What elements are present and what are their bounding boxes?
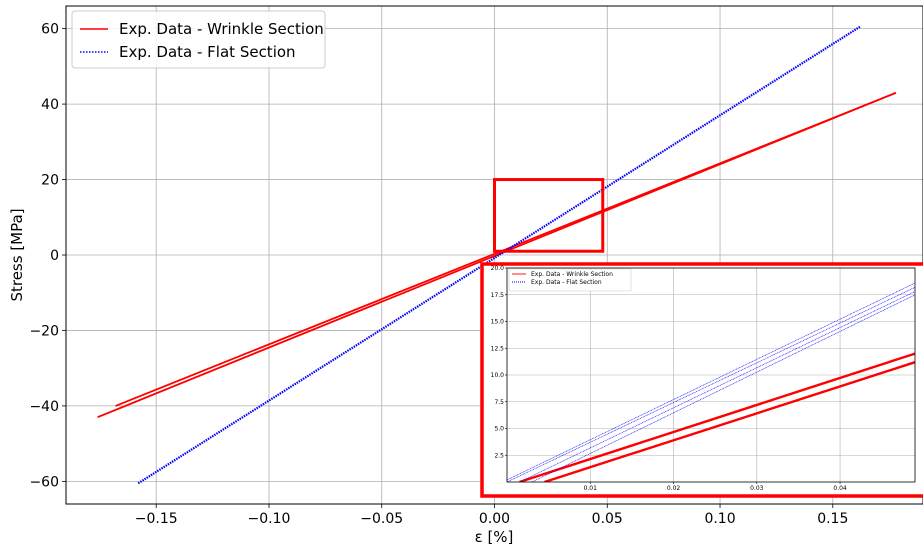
y-tick-label: 0 xyxy=(50,248,59,264)
inset-y-tick-label: 17.5 xyxy=(491,292,505,299)
inset-legend-label: Exp. Data - Wrinkle Section xyxy=(531,271,613,278)
inset-axes-frame xyxy=(506,267,916,483)
legend-label: Exp. Data - Flat Section xyxy=(119,43,296,61)
inset-y-tick-label: 15.0 xyxy=(491,319,505,326)
inset-flat-section-line xyxy=(507,287,915,482)
y-tick-label: −20 xyxy=(29,323,59,339)
legend-label: Exp. Data - Wrinkle Section xyxy=(119,20,324,38)
main-tick-labels: −0.15 −0.10 −0.05 0.00 0.05 0.10 0.15 60 40 20 0 −2… xyxy=(29,22,848,527)
inset-y-tick-label: 10.0 xyxy=(491,372,505,379)
y-tick-label: 20 xyxy=(41,173,59,189)
main-axes-frame xyxy=(65,5,923,505)
y-tick-label: 40 xyxy=(41,97,59,113)
y-tick-label: 60 xyxy=(41,22,59,38)
inset-series xyxy=(507,282,915,482)
inset-legend-label: Exp. Data - Flat Section xyxy=(531,279,602,286)
inset-flat-section-line xyxy=(531,294,915,482)
inset-y-tick-label: 20.0 xyxy=(491,265,505,272)
inset-flat-section-line xyxy=(507,282,915,481)
y-axis-label: Stress [MPa] xyxy=(8,208,26,301)
legend-box xyxy=(71,10,326,69)
inset-x-tick-label: 0.01 xyxy=(584,485,598,492)
inset-y-tick-label: 5.0 xyxy=(494,426,504,433)
inset-zoom-chart: 0.01 0.02 0.03 0.04 2.5 5.0 7.5 10.0 12.5 15.0 17.… xyxy=(480,262,923,498)
inset-frame xyxy=(480,262,923,498)
x-tick-label: 0.00 xyxy=(479,511,510,527)
inset-y-tick-label: 2.5 xyxy=(494,452,504,459)
main-legend: Exp. Data - Wrinkle Section Exp. Data - F… xyxy=(71,10,326,69)
x-axis-label: ε [%] xyxy=(475,528,514,546)
y-tick-label: −60 xyxy=(29,474,59,490)
x-tick-label: 0.10 xyxy=(704,511,735,527)
inset-x-tick-label: 0.04 xyxy=(833,485,847,492)
main-series xyxy=(97,25,897,485)
wrinkle-section-line xyxy=(115,91,897,407)
zoom-region-box xyxy=(493,178,605,253)
y-tick-label: −40 xyxy=(29,399,59,415)
inset-wrinkle-section-line xyxy=(544,361,915,482)
zoom-region-rect xyxy=(493,178,605,253)
x-tick-label: −0.10 xyxy=(248,511,291,527)
main-axes xyxy=(62,5,923,508)
inset-y-tick-label: 12.5 xyxy=(491,345,505,352)
inset-x-tick-label: 0.03 xyxy=(750,485,764,492)
inset-y-tick-label: 7.5 xyxy=(494,399,504,406)
inset-wrinkle-section-line xyxy=(519,352,915,482)
x-tick-label: 0.05 xyxy=(592,511,623,527)
inset-flat-section-line xyxy=(519,291,915,482)
x-tick-label: −0.05 xyxy=(360,511,403,527)
inset-legend-box xyxy=(508,268,632,292)
inset-x-tick-label: 0.02 xyxy=(667,485,681,492)
x-tick-label: −0.15 xyxy=(135,511,178,527)
x-tick-label: 0.15 xyxy=(817,511,848,527)
